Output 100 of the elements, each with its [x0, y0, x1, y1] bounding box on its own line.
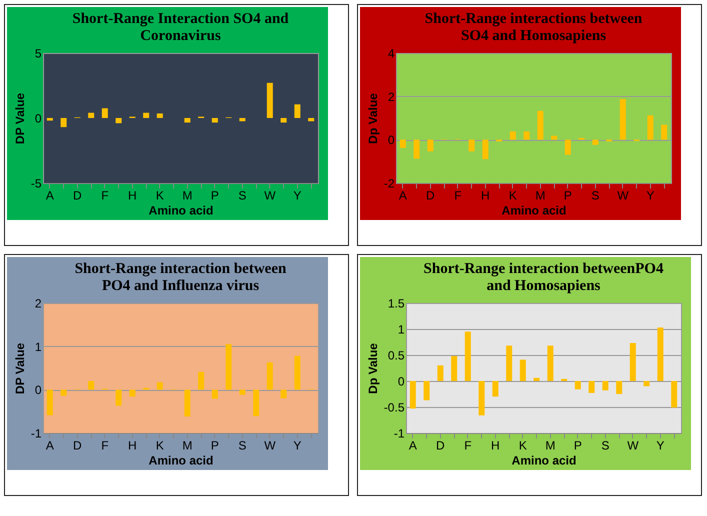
- bar: [266, 82, 273, 118]
- x-tick-label: K: [518, 438, 527, 452]
- x-tick-label: Y: [646, 188, 654, 202]
- x-tick-label: M: [535, 188, 546, 202]
- bar: [212, 390, 218, 399]
- y-axis-title: DP Value: [12, 92, 27, 144]
- chart-title: Short-Range interactions between SO4 and Homosapiens: [424, 11, 643, 44]
- x-tick-label: P: [564, 188, 572, 202]
- bar: [506, 346, 512, 381]
- y-tick-label: 1.5: [388, 296, 405, 310]
- x-tick-label: S: [601, 438, 610, 452]
- bar: [308, 118, 314, 122]
- x-tick-label: W: [627, 438, 640, 452]
- bar: [184, 118, 190, 123]
- x-tick-label: M: [182, 188, 192, 202]
- bar: [156, 113, 163, 118]
- x-tick-label: D: [73, 188, 82, 202]
- bar: [116, 118, 122, 124]
- bar: [212, 118, 218, 123]
- bar: [547, 346, 554, 381]
- bar: [424, 381, 430, 400]
- x-tick-label: A: [46, 188, 54, 202]
- y-axis-title: Dp Value: [366, 92, 380, 144]
- bar: [468, 140, 475, 152]
- bar: [592, 140, 598, 145]
- x-tick-label: F: [464, 438, 472, 452]
- bar: [46, 118, 53, 121]
- x-tick-label: F: [454, 188, 462, 202]
- x-tick-label: F: [101, 188, 109, 202]
- y-tick-label: -2: [384, 176, 395, 190]
- bar: [564, 140, 571, 155]
- y-tick-label: -1: [394, 426, 405, 440]
- x-tick-label: P: [210, 438, 219, 452]
- y-tick-label: 5: [34, 46, 42, 60]
- y-axis-title: DP Value: [12, 342, 27, 394]
- bar: [451, 356, 458, 381]
- bar: [671, 381, 678, 408]
- x-tick-label: K: [156, 188, 164, 202]
- bar: [482, 140, 488, 160]
- y-tick-label: 2: [388, 90, 395, 104]
- bar: [294, 104, 300, 118]
- x-tick-label: H: [481, 188, 490, 202]
- x-tick-label: H: [128, 188, 137, 202]
- y-tick-label: 0: [388, 133, 395, 148]
- bar: [602, 381, 608, 390]
- bar: [620, 99, 626, 140]
- x-tick-label: W: [617, 188, 630, 202]
- x-tick-label: S: [238, 188, 246, 202]
- x-tick-label: M: [182, 438, 192, 452]
- bar: [537, 110, 544, 140]
- bar: [226, 344, 232, 390]
- x-axis-title: Amino acid: [148, 454, 214, 468]
- bar: [129, 390, 136, 397]
- x-axis-title: Amino acid: [502, 204, 566, 218]
- bar: [60, 118, 67, 128]
- x-tick-label: H: [128, 438, 137, 452]
- bar: [630, 343, 636, 381]
- bar: [266, 362, 273, 390]
- y-tick-label: 0: [34, 112, 42, 126]
- y-tick-label: 0: [34, 383, 42, 398]
- bar: [414, 140, 420, 159]
- bar: [116, 390, 122, 406]
- bar: [60, 390, 67, 396]
- y-tick-label: 2: [34, 296, 42, 310]
- x-tick-label: W: [264, 188, 276, 202]
- x-tick-label: A: [398, 188, 407, 202]
- bar: [239, 390, 246, 395]
- y-axis-title: Dp Value: [366, 342, 380, 394]
- bar: [437, 365, 444, 381]
- bar: [410, 381, 416, 409]
- bar: [102, 108, 108, 118]
- y-tick-label: -0.5: [384, 400, 405, 414]
- bar: [492, 381, 498, 397]
- bar: [647, 115, 654, 140]
- bar: [661, 124, 668, 140]
- bar: [510, 131, 516, 140]
- chart-title: Short-Range Interaction SO4 and Coronavirus: [72, 11, 290, 44]
- bar: [198, 372, 204, 390]
- bar: [588, 381, 595, 393]
- bar: [400, 140, 406, 148]
- bar: [156, 382, 163, 390]
- y-tick-label: -1: [30, 426, 42, 440]
- x-tick-label: D: [73, 438, 82, 452]
- y-tick-label: 1: [34, 340, 42, 354]
- x-tick-label: S: [238, 438, 246, 452]
- x-tick-label: P: [210, 188, 219, 202]
- bar: [280, 390, 287, 398]
- x-axis-title: Amino acid: [512, 454, 576, 468]
- x-tick-label: Y: [293, 188, 302, 202]
- bar: [427, 140, 434, 152]
- bar: [616, 381, 622, 394]
- y-tick-label: 4: [388, 46, 395, 60]
- x-tick-label: Y: [656, 438, 664, 452]
- x-tick-label: H: [491, 438, 500, 452]
- bar: [184, 390, 190, 417]
- bar: [520, 360, 526, 381]
- bar: [280, 118, 287, 123]
- x-tick-label: F: [101, 438, 109, 452]
- bar: [88, 381, 94, 390]
- x-tick-label: D: [426, 188, 436, 202]
